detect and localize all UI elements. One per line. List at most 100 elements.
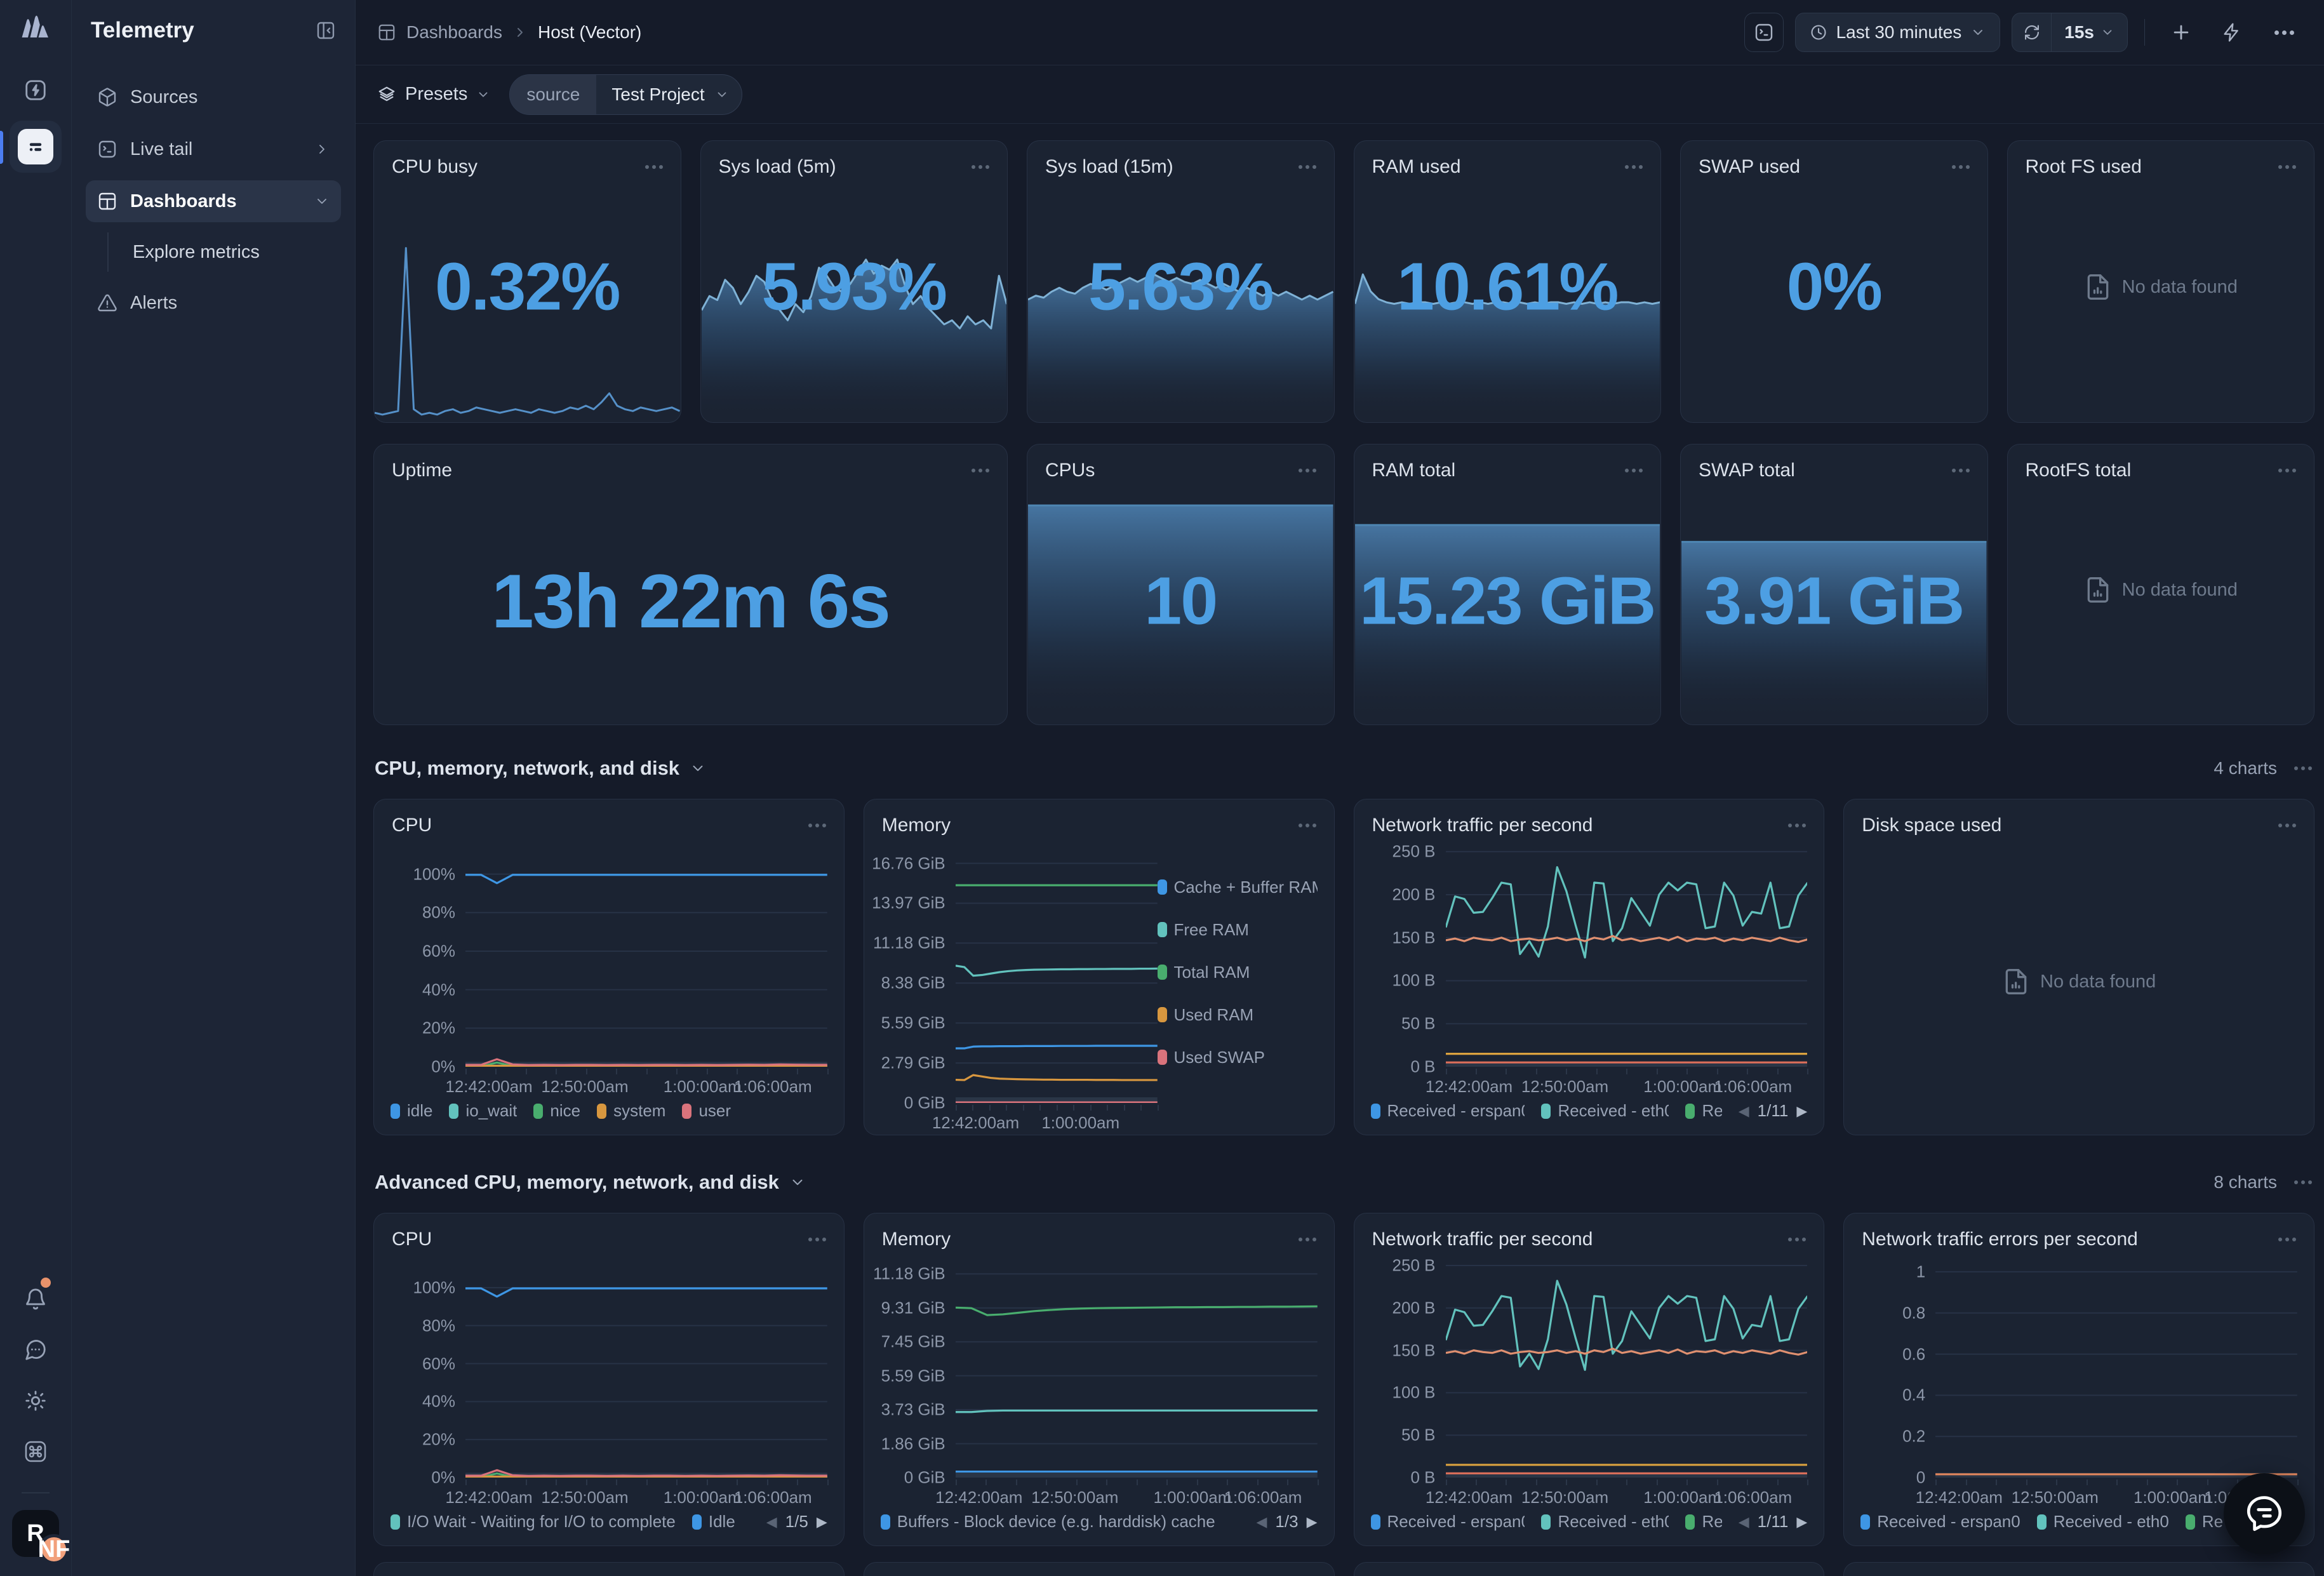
cube-icon [97, 87, 117, 107]
panel-console-button[interactable] [1744, 13, 1784, 52]
sidebar-collapse-icon[interactable] [316, 20, 336, 41]
source-variable-dropdown[interactable]: source Test Project [509, 74, 742, 115]
chart-panel: CPU 100%80%60%40%20%0% 12:42:00am12:50:0… [373, 799, 845, 1135]
panel-menu-button[interactable] [1622, 165, 1643, 169]
legend-item[interactable]: Cache + Buffer RAM [1158, 878, 1318, 897]
legend-item[interactable]: Buffers - Block device (e.g. harddisk) c… [881, 1512, 1215, 1532]
panel-menu-button[interactable] [1622, 469, 1643, 472]
legend-item[interactable]: system [597, 1101, 665, 1121]
sidebar-item-alerts[interactable]: Alerts [86, 282, 341, 324]
refresh-button[interactable] [2012, 13, 2052, 51]
legend-item[interactable]: Received - erspan0 [1371, 1512, 1525, 1532]
panel-menu-button[interactable] [805, 1238, 826, 1241]
pagination-next[interactable]: ▶ [1796, 1103, 1807, 1119]
sidebar-item-live-tail[interactable]: Live tail [86, 128, 341, 170]
legend-item[interactable]: Received - erspan0 [1371, 1101, 1525, 1121]
legend-label: idle [407, 1101, 432, 1121]
panel-menu-button[interactable] [1949, 469, 1970, 472]
legend-item[interactable]: idle [391, 1101, 432, 1121]
chat-fab-button[interactable] [2224, 1473, 2305, 1554]
panel-menu-button[interactable] [1295, 469, 1316, 472]
panel-menu-button[interactable] [968, 165, 989, 169]
panel-menu-button[interactable] [1295, 165, 1316, 169]
legend-label: Free RAM [1174, 920, 1249, 940]
panel-title: CPU [392, 815, 432, 836]
pagination-prev[interactable]: ◀ [1739, 1103, 1749, 1119]
panel-menu-button[interactable] [2275, 165, 2296, 169]
panel-title: Network traffic per second [1372, 1229, 1593, 1250]
legend-item[interactable]: io_wait [449, 1101, 517, 1121]
panel-menu-button[interactable] [1949, 165, 1970, 169]
pagination-next[interactable]: ▶ [1307, 1514, 1318, 1530]
stat-panel: RAM used 10.61% [1354, 140, 1662, 423]
panel-menu-button[interactable] [1295, 824, 1316, 827]
icon-rail: R NF [0, 0, 72, 1576]
chart-plot[interactable] [465, 1255, 827, 1478]
legend-item[interactable]: Total RAM [1158, 963, 1318, 982]
legend-item[interactable]: Re [1685, 1101, 1721, 1121]
chevron-down-icon[interactable] [789, 1174, 806, 1191]
shortcuts-command-icon[interactable] [15, 1431, 56, 1472]
chevron-down-icon[interactable] [690, 760, 706, 777]
time-range-dropdown[interactable]: Last 30 minutes [1795, 13, 2001, 52]
x-tick-label: 12:50:00am [1031, 1488, 1118, 1507]
sidebar-item-explore-metrics[interactable]: Explore metrics [107, 232, 341, 272]
lightning-actions-button[interactable] [2212, 13, 2252, 52]
workspace-avatar[interactable]: R NF [12, 1510, 59, 1557]
more-options-button[interactable] [2263, 13, 2302, 52]
notifications-bell-icon[interactable] [15, 1279, 56, 1319]
pagination-prev[interactable]: ◀ [1257, 1514, 1267, 1530]
legend-item[interactable]: Re [2186, 1512, 2223, 1532]
legend-item[interactable]: user [682, 1101, 731, 1121]
panel-menu-button[interactable] [2275, 824, 2296, 827]
chart-plot[interactable] [465, 841, 827, 1067]
pagination-prev[interactable]: ◀ [766, 1514, 777, 1530]
panel-menu-button[interactable] [2291, 766, 2312, 770]
legend-item[interactable]: Received - eth0 [2037, 1512, 2169, 1532]
panel-menu-button[interactable] [1785, 1238, 1806, 1241]
panel-menu-button[interactable] [1785, 824, 1806, 827]
telemetry-active-icon[interactable] [10, 121, 62, 173]
panel-menu-button[interactable] [805, 824, 826, 827]
pagination-next[interactable]: ▶ [817, 1514, 827, 1530]
chart-plot[interactable] [956, 1255, 1318, 1478]
panel-menu-button[interactable] [968, 469, 989, 472]
quickstart-icon[interactable] [15, 70, 56, 110]
add-panel-button[interactable] [2161, 13, 2201, 52]
pagination-prev[interactable]: ◀ [1739, 1514, 1749, 1530]
chart-plot[interactable] [1446, 1255, 1808, 1478]
chart-plot[interactable] [956, 841, 1158, 1103]
legend-item[interactable]: Received - erspan0 [1860, 1512, 2020, 1532]
legend-swatch [1371, 1514, 1380, 1530]
theme-sun-icon[interactable] [15, 1380, 56, 1421]
breadcrumb-dashboards[interactable]: Dashboards [406, 22, 502, 43]
y-tick-label: 200 B [1392, 1298, 1436, 1318]
panel-menu-button[interactable] [2275, 469, 2296, 472]
chart-plot[interactable] [1935, 1255, 2297, 1478]
legend-item[interactable]: Idle [692, 1512, 735, 1532]
legend-item[interactable]: Used RAM [1158, 1005, 1318, 1025]
y-tick-label: 0 B [1410, 1468, 1435, 1488]
refresh-interval-dropdown[interactable]: 15s [2052, 13, 2127, 51]
chart-plot[interactable] [1446, 841, 1808, 1067]
legend-item[interactable]: nice [533, 1101, 580, 1121]
app-logo-icon[interactable] [20, 15, 51, 41]
legend-item[interactable]: Received - eth0 [1541, 1101, 1669, 1121]
sidebar-item-sources[interactable]: Sources [86, 76, 341, 118]
sidebar-item-dashboards[interactable]: Dashboards [86, 180, 341, 222]
presets-dropdown[interactable]: Presets [377, 84, 490, 105]
legend-item[interactable]: Re [1685, 1512, 1721, 1532]
legend-item[interactable]: Used SWAP [1158, 1048, 1318, 1067]
legend-item[interactable]: Free RAM [1158, 920, 1318, 940]
legend-item[interactable]: I/O Wait - Waiting for I/O to complete [391, 1512, 676, 1532]
stat-row-1: CPU busy 0.32% Sys load (5m) 5.93% Sys l… [373, 140, 2314, 423]
panel-menu-button[interactable] [642, 165, 663, 169]
feedback-chat-icon[interactable] [15, 1330, 56, 1370]
pagination-next[interactable]: ▶ [1796, 1514, 1807, 1530]
chart-panel [1843, 1562, 2314, 1576]
panel-menu-button[interactable] [2291, 1180, 2312, 1184]
panel-menu-button[interactable] [2275, 1238, 2296, 1241]
panel-menu-button[interactable] [1295, 1238, 1316, 1241]
legend-item[interactable]: Received - eth0 [1541, 1512, 1669, 1532]
stat-panel: RootFS total No data found [2007, 444, 2315, 725]
